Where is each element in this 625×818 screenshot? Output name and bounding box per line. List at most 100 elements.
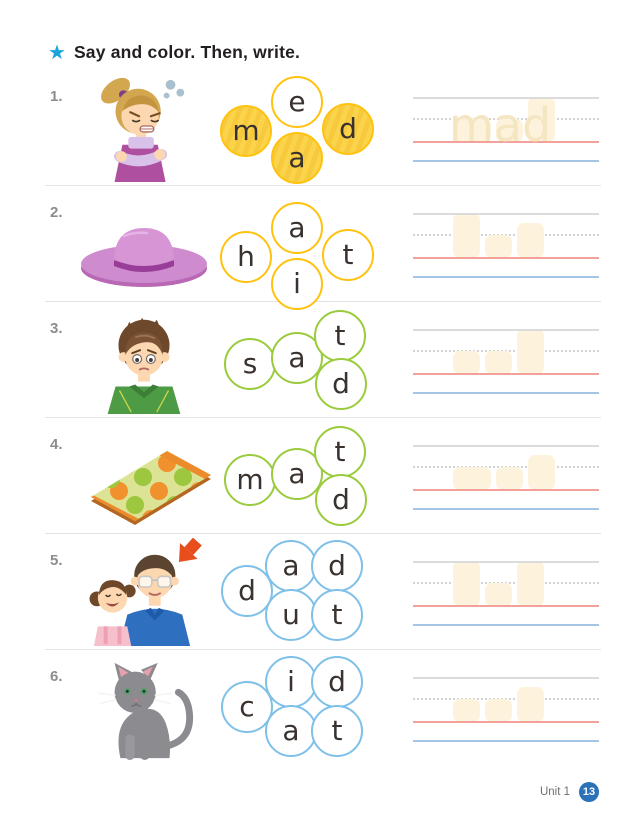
writing-line-top bbox=[413, 561, 599, 563]
row-number: 5. bbox=[50, 552, 63, 569]
letter-circle-a[interactable]: a bbox=[271, 202, 323, 254]
row-number: 2. bbox=[50, 204, 63, 221]
trace-block-d bbox=[528, 97, 555, 142]
letter-circle-t[interactable]: t bbox=[311, 705, 363, 757]
trace-block-t bbox=[517, 687, 544, 722]
letter-circle-u[interactable]: u bbox=[265, 589, 317, 641]
writing-line-top bbox=[413, 677, 599, 679]
letter-circle-d[interactable]: d bbox=[311, 540, 363, 592]
letter-circle-i[interactable]: i bbox=[265, 656, 317, 708]
writing-line-bottom bbox=[413, 624, 599, 626]
writing-area[interactable] bbox=[413, 445, 599, 527]
writing-line-base bbox=[413, 489, 599, 491]
writing-line-bottom bbox=[413, 160, 599, 162]
writing-line-base bbox=[413, 141, 599, 143]
writing-line-base bbox=[413, 721, 599, 723]
writing-line-base bbox=[413, 373, 599, 375]
trace-block-s bbox=[453, 351, 480, 374]
letter-circle-d[interactable]: d bbox=[322, 103, 374, 155]
trace-block-t bbox=[528, 455, 555, 490]
letter-circle-t[interactable]: t bbox=[322, 229, 374, 281]
trace-block-c bbox=[453, 699, 480, 722]
letter-circle-m[interactable]: m bbox=[220, 105, 272, 157]
writing-area[interactable] bbox=[413, 561, 599, 643]
trace-block-d bbox=[453, 561, 480, 606]
trace-blocks bbox=[453, 329, 544, 374]
page-header: ★ Say and color. Then, write. bbox=[48, 42, 300, 63]
letter-circle-a[interactable]: a bbox=[271, 132, 323, 184]
row-number: 3. bbox=[50, 320, 63, 337]
letter-circle-d[interactable]: d bbox=[311, 656, 363, 708]
letter-circle-s[interactable]: s bbox=[224, 338, 276, 390]
writing-line-base bbox=[413, 257, 599, 259]
trace-block-d bbox=[517, 561, 544, 606]
mat-illustration bbox=[63, 420, 225, 530]
writing-area[interactable]: mad bbox=[413, 97, 599, 179]
row-number: 4. bbox=[50, 436, 63, 453]
row-number: 6. bbox=[50, 668, 63, 685]
letter-circle-t[interactable]: t bbox=[314, 426, 366, 478]
trace-block-a bbox=[485, 699, 512, 722]
letter-circle-t[interactable]: t bbox=[311, 589, 363, 641]
writing-line-bottom bbox=[413, 392, 599, 394]
writing-line-top bbox=[413, 329, 599, 331]
letter-circle-i[interactable]: i bbox=[271, 258, 323, 310]
letter-circle-a[interactable]: a bbox=[265, 705, 317, 757]
letter-circle-e[interactable]: e bbox=[271, 76, 323, 128]
writing-line-top bbox=[413, 213, 599, 215]
writing-line-top bbox=[413, 445, 599, 447]
dad-illustration bbox=[63, 536, 225, 646]
letter-circle-d[interactable]: d bbox=[221, 565, 273, 617]
trace-block-a bbox=[496, 467, 523, 490]
trace-block-a bbox=[485, 235, 512, 258]
trace-blocks bbox=[453, 561, 544, 606]
writing-area[interactable] bbox=[413, 329, 599, 411]
trace-blocks bbox=[453, 445, 555, 490]
trace-block-a bbox=[485, 583, 512, 606]
row-number: 1. bbox=[50, 88, 63, 105]
writing-line-top bbox=[413, 97, 599, 99]
writing-area[interactable] bbox=[413, 213, 599, 295]
trace-block-a bbox=[485, 351, 512, 374]
writing-area[interactable] bbox=[413, 677, 599, 759]
mad-girl-illustration bbox=[63, 72, 225, 182]
sad-boy-illustration bbox=[63, 304, 225, 414]
star-icon: ★ bbox=[48, 41, 66, 64]
trace-block-a bbox=[496, 119, 523, 142]
letter-circle-a[interactable]: a bbox=[265, 540, 317, 592]
page-footer: Unit 1 13 bbox=[540, 782, 599, 802]
letter-circle-c[interactable]: c bbox=[221, 681, 273, 733]
hat-illustration bbox=[63, 188, 225, 298]
writing-line-base bbox=[413, 605, 599, 607]
writing-line-bottom bbox=[413, 508, 599, 510]
cat-illustration bbox=[63, 652, 225, 762]
trace-blocks bbox=[453, 97, 555, 142]
letter-circle-a[interactable]: a bbox=[271, 332, 323, 384]
letter-circle-h[interactable]: h bbox=[220, 231, 272, 283]
trace-blocks bbox=[453, 677, 544, 722]
page-title: Say and color. Then, write. bbox=[73, 42, 301, 62]
writing-line-bottom bbox=[413, 276, 599, 278]
letter-circle-m[interactable]: m bbox=[224, 454, 276, 506]
unit-label: Unit 1 bbox=[539, 786, 570, 798]
letter-circle-d[interactable]: d bbox=[315, 474, 367, 526]
trace-block-d bbox=[517, 329, 544, 374]
writing-line-bottom bbox=[413, 740, 599, 742]
letter-circle-d[interactable]: d bbox=[315, 358, 367, 410]
letter-circle-t[interactable]: t bbox=[314, 310, 366, 362]
trace-block-t bbox=[517, 223, 544, 258]
